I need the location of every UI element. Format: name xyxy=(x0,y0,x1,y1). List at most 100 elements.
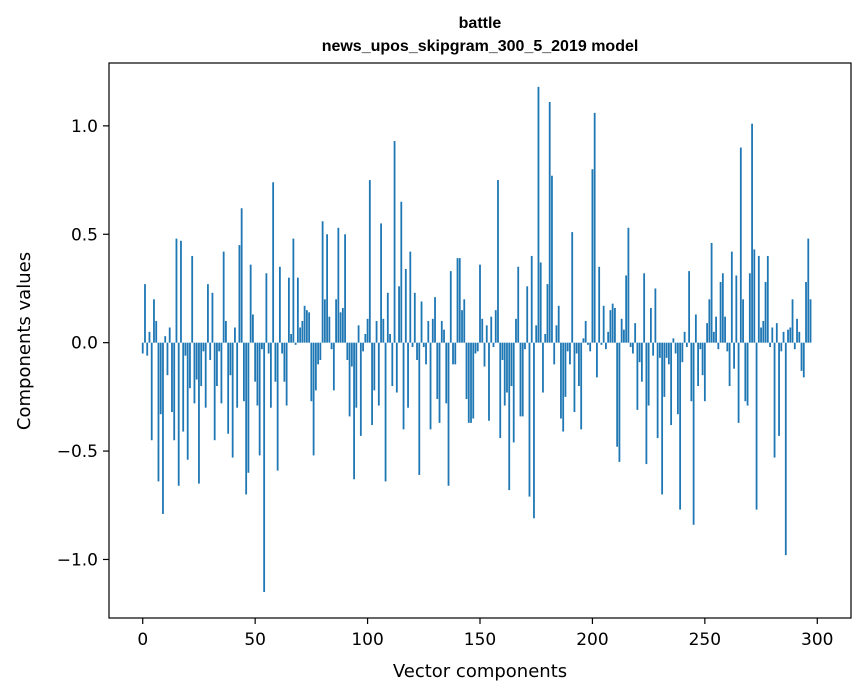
chart-subtitle: news_upos_skipgram_300_5_2019 model xyxy=(322,38,639,55)
bar xyxy=(168,327,171,343)
bar xyxy=(427,320,430,343)
bar xyxy=(560,342,562,419)
bar xyxy=(784,342,787,556)
bar xyxy=(699,342,702,350)
bar xyxy=(488,342,490,421)
bar xyxy=(454,342,457,365)
bar xyxy=(584,320,587,343)
bar xyxy=(225,320,227,343)
bar xyxy=(593,112,596,343)
bar xyxy=(793,342,796,350)
bar xyxy=(445,342,448,404)
bar xyxy=(764,281,767,343)
bar xyxy=(739,147,742,343)
plot-frame xyxy=(108,62,852,619)
bar xyxy=(533,342,535,519)
x-tick-label: 0 xyxy=(137,630,148,650)
x-axis-label: Vector components xyxy=(393,661,567,682)
bar xyxy=(555,325,558,343)
bar xyxy=(697,342,699,387)
bar xyxy=(425,342,427,365)
bar xyxy=(368,180,371,343)
bar xyxy=(578,342,580,387)
bar xyxy=(600,342,603,345)
bar xyxy=(150,342,153,441)
bar xyxy=(236,342,239,408)
bar xyxy=(229,342,232,376)
bar xyxy=(189,342,191,389)
bar xyxy=(479,264,481,343)
bar xyxy=(492,342,495,348)
bar xyxy=(261,342,263,350)
bar xyxy=(629,342,632,348)
bar xyxy=(458,258,461,343)
bar xyxy=(782,331,785,343)
bar xyxy=(690,342,693,402)
bar xyxy=(157,342,160,482)
bar xyxy=(220,342,223,404)
bar xyxy=(247,342,250,473)
bar xyxy=(694,314,697,343)
bar xyxy=(231,342,234,458)
bar xyxy=(485,325,488,343)
bar xyxy=(587,342,589,345)
bar xyxy=(411,342,414,348)
bar xyxy=(602,305,605,343)
bar xyxy=(771,327,774,343)
x-tick-label: 200 xyxy=(576,630,608,650)
bar xyxy=(173,342,176,441)
bar xyxy=(658,342,661,358)
bar xyxy=(802,342,805,378)
bar xyxy=(321,221,324,343)
bar xyxy=(335,299,337,343)
bar xyxy=(474,342,477,354)
bar xyxy=(305,310,308,343)
y-tick-label: 0.0 xyxy=(71,334,98,354)
bar xyxy=(440,320,443,343)
bars-group xyxy=(141,86,812,592)
bar xyxy=(667,342,670,365)
bar xyxy=(276,342,279,471)
bar xyxy=(314,342,317,391)
bar xyxy=(402,342,405,430)
bar xyxy=(213,342,216,441)
bar xyxy=(609,310,612,343)
bar xyxy=(809,299,812,343)
bar xyxy=(728,342,731,387)
bar xyxy=(377,342,380,406)
bar xyxy=(373,342,376,391)
bar xyxy=(591,169,594,343)
bar xyxy=(348,342,351,417)
bar xyxy=(656,342,659,439)
bar xyxy=(544,334,547,343)
bar xyxy=(571,232,574,343)
bar xyxy=(389,334,391,343)
bar xyxy=(350,342,353,367)
bar xyxy=(290,334,293,343)
bar xyxy=(195,342,198,380)
bar xyxy=(420,301,423,343)
bar xyxy=(798,331,801,343)
bar xyxy=(341,307,344,343)
bar xyxy=(164,336,167,343)
bar xyxy=(582,338,585,343)
bar xyxy=(643,273,646,343)
bar xyxy=(737,342,740,423)
bar xyxy=(456,258,459,343)
bar xyxy=(278,266,281,343)
bar xyxy=(780,342,783,352)
bar xyxy=(605,342,607,350)
chart-title: battle xyxy=(459,15,502,32)
bar xyxy=(256,342,259,406)
bar xyxy=(483,342,486,367)
bar xyxy=(218,342,221,352)
bar xyxy=(596,342,598,378)
bar xyxy=(252,314,254,343)
bar xyxy=(148,331,151,343)
bar xyxy=(326,234,328,343)
x-tick-label: 50 xyxy=(244,630,266,650)
bar xyxy=(447,342,450,486)
bar xyxy=(319,342,322,361)
bar xyxy=(742,299,744,343)
bar xyxy=(200,342,203,387)
